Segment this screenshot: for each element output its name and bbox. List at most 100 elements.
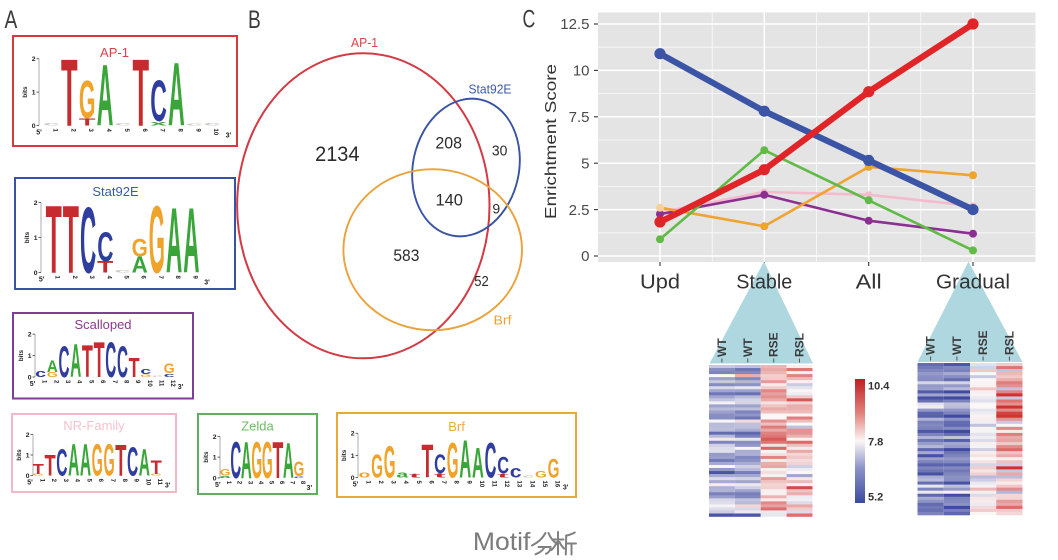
svg-text:T: T xyxy=(151,458,162,479)
svg-text:4: 4 xyxy=(257,481,263,485)
svg-text:7: 7 xyxy=(440,481,446,485)
svg-text:B: B xyxy=(248,6,261,34)
svg-text:6: 6 xyxy=(140,276,146,280)
svg-text:208: 208 xyxy=(435,134,462,153)
svg-text:C: C xyxy=(150,69,167,134)
svg-text:13: 13 xyxy=(516,481,522,488)
svg-text:1: 1 xyxy=(41,380,47,384)
svg-text:1: 1 xyxy=(32,90,36,97)
svg-text:WT: WT xyxy=(924,336,938,355)
svg-text:C: C xyxy=(523,6,536,34)
svg-text:T: T xyxy=(79,117,97,129)
svg-text:2: 2 xyxy=(377,481,383,485)
svg-text:6: 6 xyxy=(278,481,284,485)
svg-text:8: 8 xyxy=(453,481,459,485)
svg-text:WT: WT xyxy=(715,338,729,357)
svg-text:G: G xyxy=(132,234,148,262)
svg-text:C: C xyxy=(127,439,138,485)
svg-text:5: 5 xyxy=(267,481,273,485)
svg-text:A: A xyxy=(97,48,114,145)
svg-text:G: G xyxy=(447,432,459,489)
svg-text:10: 10 xyxy=(478,481,484,488)
svg-text:A: A xyxy=(132,252,148,278)
svg-text:Brf: Brf xyxy=(494,313,512,328)
svg-text:2: 2 xyxy=(28,332,32,339)
svg-text:c: c xyxy=(164,373,175,379)
svg-text:2: 2 xyxy=(351,431,355,438)
svg-text:A: A xyxy=(68,435,79,486)
svg-text:a: a xyxy=(396,470,409,481)
svg-text:o: o xyxy=(359,470,371,481)
svg-text:T: T xyxy=(97,259,113,277)
svg-text:WT: WT xyxy=(950,336,964,355)
svg-text:C: C xyxy=(497,454,509,480)
svg-text:3': 3' xyxy=(178,384,184,391)
svg-text:9: 9 xyxy=(191,276,197,280)
svg-text:52: 52 xyxy=(474,274,489,290)
svg-text:11: 11 xyxy=(491,481,497,488)
svg-text:Scalloped: Scalloped xyxy=(74,317,131,332)
svg-text:3': 3' xyxy=(226,133,232,140)
svg-text:7: 7 xyxy=(109,479,115,483)
svg-text:5': 5' xyxy=(215,482,221,489)
svg-text:5: 5 xyxy=(415,481,421,485)
svg-text:NR-Family: NR-Family xyxy=(63,418,125,433)
svg-text:8: 8 xyxy=(121,479,127,483)
svg-text:c: c xyxy=(186,123,209,127)
svg-text:G: G xyxy=(79,71,96,130)
svg-text:C: C xyxy=(97,223,113,270)
svg-text:T: T xyxy=(272,432,283,490)
svg-text:2: 2 xyxy=(69,129,75,133)
svg-text:G: G xyxy=(294,457,305,481)
svg-text:9: 9 xyxy=(194,129,200,133)
svg-text:c: c xyxy=(294,475,307,479)
svg-text:2: 2 xyxy=(32,56,36,63)
svg-text:A: A xyxy=(70,335,81,388)
svg-text:4: 4 xyxy=(74,479,80,483)
svg-text:A: A xyxy=(183,189,199,293)
svg-text:1: 1 xyxy=(225,481,231,485)
svg-text:10: 10 xyxy=(212,129,218,136)
svg-text:8: 8 xyxy=(123,380,129,384)
svg-text:16: 16 xyxy=(554,481,560,488)
svg-text:2: 2 xyxy=(50,479,56,483)
svg-text:A: A xyxy=(80,435,91,486)
svg-text:15: 15 xyxy=(541,481,547,488)
svg-text:G: G xyxy=(384,437,396,488)
svg-text:t: t xyxy=(497,474,509,480)
svg-text:0: 0 xyxy=(34,270,38,277)
svg-text:RSE: RSE xyxy=(976,330,990,355)
svg-text:10: 10 xyxy=(573,63,590,80)
svg-text:C: C xyxy=(56,442,67,485)
svg-text:T: T xyxy=(132,41,149,147)
svg-text:11: 11 xyxy=(158,380,164,387)
svg-text:T: T xyxy=(422,436,434,489)
svg-text:Enrichtment Score: Enrichtment Score xyxy=(543,64,560,219)
svg-text:Stat92E: Stat92E xyxy=(469,82,512,97)
svg-text:C: C xyxy=(59,338,70,387)
svg-text:A: A xyxy=(166,189,182,293)
svg-text:3: 3 xyxy=(246,481,252,485)
svg-text:1: 1 xyxy=(351,453,355,460)
svg-text:G: G xyxy=(92,435,103,486)
svg-text:7: 7 xyxy=(157,276,163,280)
svg-text:5': 5' xyxy=(30,381,36,388)
svg-text:5: 5 xyxy=(581,155,589,172)
svg-text:0: 0 xyxy=(213,475,217,482)
svg-text:2: 2 xyxy=(34,200,38,207)
svg-text:G: G xyxy=(151,475,163,477)
svg-text:c: c xyxy=(35,368,46,380)
svg-text:6: 6 xyxy=(99,380,105,384)
svg-text:c: c xyxy=(152,375,166,378)
svg-text:8: 8 xyxy=(299,481,305,485)
svg-text:5: 5 xyxy=(86,479,92,483)
svg-text:9: 9 xyxy=(492,201,500,217)
svg-text:Zelda: Zelda xyxy=(241,419,274,434)
svg-text:T: T xyxy=(94,331,105,388)
svg-text:10.4: 10.4 xyxy=(868,381,890,393)
svg-text:G: G xyxy=(262,432,273,490)
svg-text:G: G xyxy=(103,435,114,486)
svg-text:14: 14 xyxy=(528,481,534,488)
svg-text:G: G xyxy=(371,449,383,486)
svg-text:Gradual: Gradual xyxy=(936,272,1010,294)
